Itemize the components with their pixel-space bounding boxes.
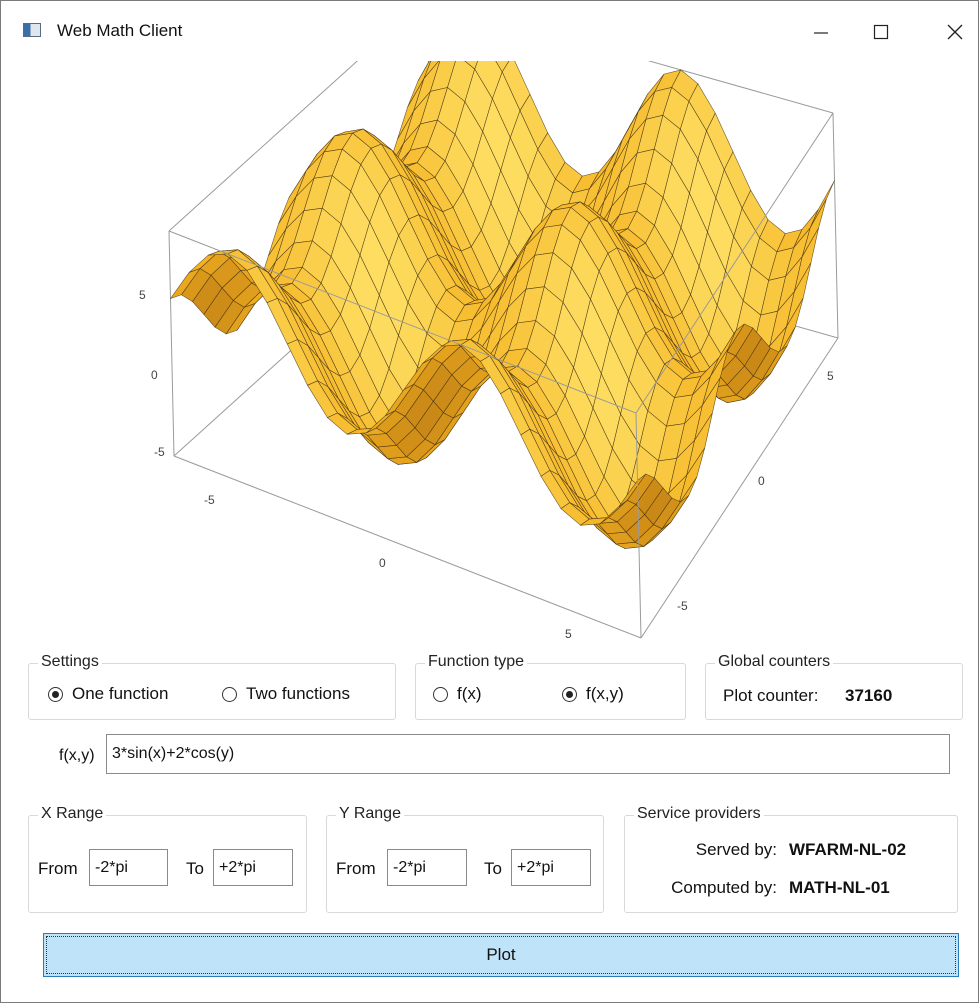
service-providers-group: Service providers Served by: WFARM-NL-02… xyxy=(624,805,958,913)
plot-button[interactable]: Plot xyxy=(43,933,959,977)
close-button[interactable] xyxy=(935,15,975,49)
minimize-button[interactable] xyxy=(801,15,841,49)
y-range-group-title: Y Range xyxy=(336,805,404,823)
function-input-label: f(x,y) xyxy=(59,747,95,764)
radio-fxy[interactable]: f(x,y) xyxy=(562,684,624,704)
y-tick-label: -5 xyxy=(677,599,688,613)
x-from-input[interactable] xyxy=(89,849,168,886)
radio-checked-icon xyxy=(562,686,577,702)
global-counters-group-title: Global counters xyxy=(715,653,834,671)
plot-surface xyxy=(169,11,835,549)
x-to-input[interactable] xyxy=(213,849,293,886)
x-tick-label: -5 xyxy=(204,493,215,507)
y-from-label: From xyxy=(336,859,376,878)
x-range-group: X Range From To xyxy=(28,805,307,913)
z-tick-label: -5 xyxy=(154,445,165,459)
plot-area: 5 0 -5 -5 0 5 -5 0 5 xyxy=(111,0,871,651)
radio-fx-label: f(x) xyxy=(457,684,482,703)
z-tick-label: 5 xyxy=(139,288,146,302)
x-to-label: To xyxy=(186,859,204,878)
plot-ticks: 5 0 -5 -5 0 5 -5 0 5 xyxy=(139,288,834,641)
settings-group-title: Settings xyxy=(38,653,102,671)
surface-patch xyxy=(618,473,647,507)
y-tick-label: 5 xyxy=(827,369,834,383)
plot-box-edge xyxy=(173,455,642,639)
radio-two-functions[interactable]: Two functions xyxy=(222,684,350,704)
served-by-value: WFARM-NL-02 xyxy=(789,840,907,859)
plot-box-front xyxy=(168,112,839,639)
plot-box-edge xyxy=(832,112,839,339)
x-range-group-title: X Range xyxy=(38,805,107,823)
surface-plot: 5 0 -5 -5 0 5 -5 0 5 xyxy=(139,0,839,641)
y-to-input[interactable] xyxy=(511,849,591,886)
y-from-input[interactable] xyxy=(387,849,467,886)
window-title: Web Math Client xyxy=(57,21,183,40)
plot-box-edge xyxy=(168,230,637,414)
service-providers-group-title: Service providers xyxy=(634,805,764,823)
y-range-group: Y Range From To xyxy=(326,805,604,913)
radio-one-function[interactable]: One function xyxy=(48,684,168,704)
z-tick-label: 0 xyxy=(151,368,158,382)
function-input[interactable] xyxy=(106,734,950,774)
plot-box-edge xyxy=(635,112,834,414)
radio-checked-icon xyxy=(48,686,63,702)
computed-by-value: MATH-NL-01 xyxy=(789,878,890,897)
y-tick-label: 0 xyxy=(758,474,765,488)
title-bar: Web Math Client xyxy=(1,1,978,45)
function-type-group: Function type f(x) f(x,y) xyxy=(415,653,686,720)
radio-one-function-label: One function xyxy=(72,684,169,703)
radio-unchecked-icon xyxy=(433,686,448,702)
plot-counter-value: 37160 xyxy=(845,686,893,705)
maximize-icon xyxy=(873,24,889,40)
y-to-label: To xyxy=(484,859,502,878)
computed-by-label: Computed by: xyxy=(671,878,777,897)
maximize-button[interactable] xyxy=(861,15,901,49)
close-icon xyxy=(947,24,963,40)
plot-box-edge xyxy=(640,337,839,639)
plot-button-label: Plot xyxy=(486,945,516,964)
radio-fxy-label: f(x,y) xyxy=(586,684,624,703)
plot-counter-label: Plot counter: xyxy=(723,686,819,705)
app-icon xyxy=(23,23,41,37)
x-from-label: From xyxy=(38,859,78,878)
function-type-group-title: Function type xyxy=(425,653,528,671)
radio-two-functions-label: Two functions xyxy=(246,684,350,703)
plot-box-edge xyxy=(168,230,175,457)
radio-unchecked-icon xyxy=(222,686,237,702)
x-tick-label: 5 xyxy=(565,627,572,641)
plot-box-edge xyxy=(635,412,642,639)
settings-group: Settings One function Two functions xyxy=(28,653,396,720)
served-by-label: Served by: xyxy=(695,840,777,859)
minimize-icon xyxy=(814,32,828,34)
global-counters-group: Global counters Plot counter: 37160 xyxy=(705,653,963,720)
radio-fx[interactable]: f(x) xyxy=(433,684,482,704)
x-tick-label: 0 xyxy=(379,556,386,570)
